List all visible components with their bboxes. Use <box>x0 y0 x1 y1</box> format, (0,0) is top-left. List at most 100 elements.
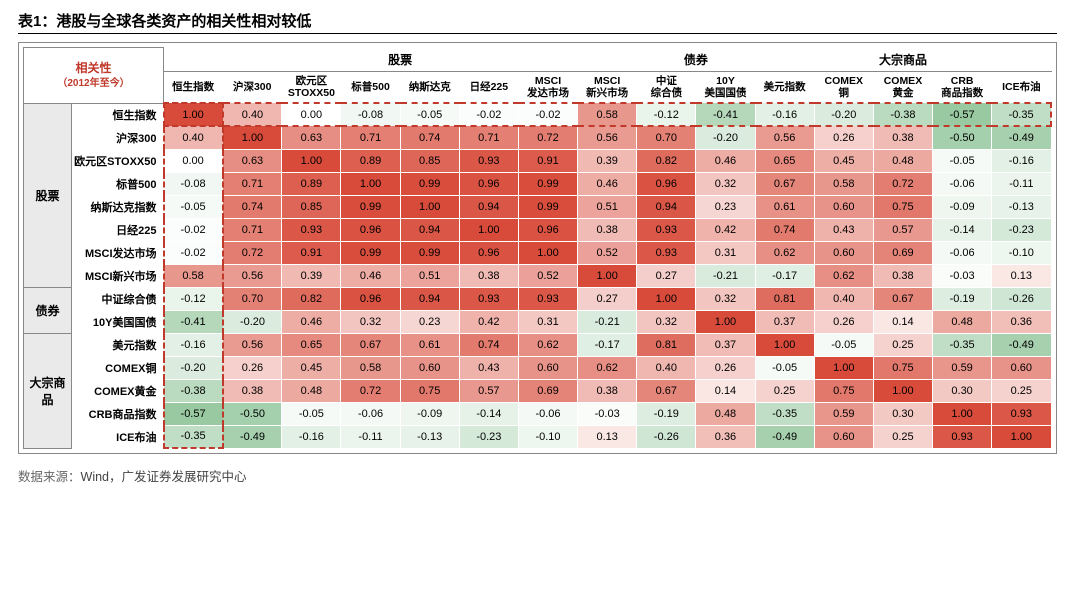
table-title: 表1：港股与全球各类资产的相关性相对较低 <box>18 10 1057 31</box>
cell: -0.16 <box>755 103 814 126</box>
cell: 1.00 <box>696 310 755 333</box>
row-group-header: 大宗商品 <box>24 333 72 448</box>
cell: 0.99 <box>400 172 459 195</box>
cell: -0.19 <box>933 287 992 310</box>
source-line: 数据来源：Wind，广发证券发展研究中心 <box>18 466 1057 485</box>
cell: 0.31 <box>696 241 755 264</box>
cell: 0.67 <box>873 287 932 310</box>
cell: -0.41 <box>164 310 223 333</box>
cell: -0.05 <box>400 103 459 126</box>
col-header: 纳斯达克 <box>400 72 459 104</box>
cell: -0.23 <box>459 425 518 448</box>
cell: 0.48 <box>696 402 755 425</box>
cell: 0.67 <box>341 333 400 356</box>
cell: 0.96 <box>341 287 400 310</box>
cell: 0.94 <box>400 218 459 241</box>
col-header: 10Y美国国债 <box>696 72 755 104</box>
cell: 0.13 <box>578 425 637 448</box>
cell: 0.60 <box>400 356 459 379</box>
cell: -0.02 <box>459 103 518 126</box>
cell: 0.38 <box>223 379 282 402</box>
cell: 0.40 <box>637 356 696 379</box>
cell: -0.02 <box>518 103 577 126</box>
cell: 0.74 <box>459 333 518 356</box>
cell: 0.27 <box>578 287 637 310</box>
correlation-table: 相关性（2012年至今）股票债券大宗商品恒生指数沪深300欧元区STOXX50标… <box>23 47 1052 449</box>
cell: 0.67 <box>637 379 696 402</box>
col-group-header: 股票 <box>164 48 637 72</box>
cell: -0.35 <box>164 425 223 448</box>
cell: 0.43 <box>459 356 518 379</box>
cell: 0.48 <box>873 149 932 172</box>
cell: 1.00 <box>933 402 992 425</box>
cell: -0.35 <box>755 402 814 425</box>
cell: 0.42 <box>459 310 518 333</box>
cell: 0.72 <box>518 126 577 149</box>
cell: 0.62 <box>518 333 577 356</box>
cell: 0.81 <box>755 287 814 310</box>
col-header: ICE布油 <box>992 72 1051 104</box>
cell: 0.99 <box>400 241 459 264</box>
cell: 0.67 <box>755 172 814 195</box>
cell: 0.72 <box>341 379 400 402</box>
cell: 0.25 <box>873 333 932 356</box>
cell: 0.38 <box>873 126 932 149</box>
cell: 0.25 <box>992 379 1051 402</box>
row-header: MSCI新兴市场 <box>72 264 164 287</box>
cell: 0.69 <box>518 379 577 402</box>
cell: 0.93 <box>637 241 696 264</box>
cell: 0.58 <box>341 356 400 379</box>
col-header: 沪深300 <box>223 72 282 104</box>
cell: 0.61 <box>755 195 814 218</box>
cell: 0.93 <box>459 287 518 310</box>
cell: -0.20 <box>223 310 282 333</box>
cell: 1.00 <box>814 356 873 379</box>
row-header: CRB商品指数 <box>72 402 164 425</box>
cell: -0.08 <box>341 103 400 126</box>
cell: 0.96 <box>459 241 518 264</box>
cell: 1.00 <box>518 241 577 264</box>
cell: 0.38 <box>459 264 518 287</box>
cell: -0.13 <box>992 195 1051 218</box>
cell: 0.96 <box>341 218 400 241</box>
cell: 0.37 <box>755 310 814 333</box>
cell: 0.75 <box>400 379 459 402</box>
cell: -0.38 <box>873 103 932 126</box>
cell: 0.13 <box>992 264 1051 287</box>
row-header: MSCI发达市场 <box>72 241 164 264</box>
cell: 1.00 <box>282 149 341 172</box>
cell: 1.00 <box>873 379 932 402</box>
cell: -0.11 <box>992 172 1051 195</box>
cell: -0.06 <box>933 241 992 264</box>
cell: -0.41 <box>696 103 755 126</box>
cell: 0.62 <box>814 264 873 287</box>
col-header: COMEX铜 <box>814 72 873 104</box>
col-header: 恒生指数 <box>164 72 223 104</box>
cell: -0.06 <box>518 402 577 425</box>
cell: 0.46 <box>696 149 755 172</box>
cell: 0.93 <box>282 218 341 241</box>
source-text: Wind，广发证券发展研究中心 <box>81 470 247 484</box>
cell: 0.74 <box>755 218 814 241</box>
cell: -0.03 <box>578 402 637 425</box>
cell: 0.99 <box>341 195 400 218</box>
cell: 0.71 <box>223 218 282 241</box>
cell: -0.16 <box>164 333 223 356</box>
cell: 0.71 <box>341 126 400 149</box>
col-group-header: 大宗商品 <box>755 48 1051 72</box>
cell: 0.40 <box>223 103 282 126</box>
cell: 0.72 <box>223 241 282 264</box>
cell: -0.50 <box>933 126 992 149</box>
col-header: 标普500 <box>341 72 400 104</box>
cell: 0.72 <box>873 172 932 195</box>
cell: 0.60 <box>814 425 873 448</box>
cell: -0.26 <box>637 425 696 448</box>
row-header: ICE布油 <box>72 425 164 448</box>
cell: 0.93 <box>637 218 696 241</box>
cell: 0.94 <box>459 195 518 218</box>
cell: -0.16 <box>992 149 1051 172</box>
cell: 0.26 <box>696 356 755 379</box>
cell: -0.21 <box>578 310 637 333</box>
cell: 0.25 <box>873 425 932 448</box>
cell: 0.23 <box>400 310 459 333</box>
